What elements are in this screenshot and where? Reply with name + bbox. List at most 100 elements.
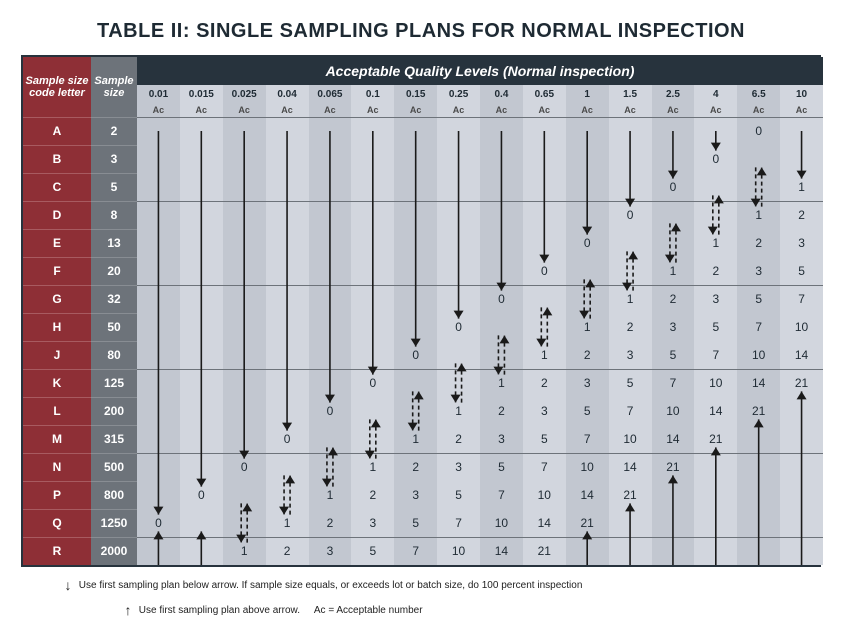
data-cell xyxy=(309,229,352,257)
data-cell: 10 xyxy=(480,509,523,537)
data-cell xyxy=(223,201,266,229)
data-cell: 5 xyxy=(780,257,823,285)
sample-size-cell: 20 xyxy=(91,257,137,285)
data-cell: 3 xyxy=(652,313,695,341)
data-cell xyxy=(394,257,437,285)
data-cell xyxy=(137,537,180,565)
aql-level: 0.25 xyxy=(437,85,480,103)
data-cell: 10 xyxy=(437,537,480,565)
data-cell xyxy=(652,537,695,565)
sample-size-cell: 2000 xyxy=(91,537,137,565)
data-cell: 3 xyxy=(694,285,737,313)
data-cell xyxy=(652,117,695,145)
aql-level: 0.04 xyxy=(266,85,309,103)
data-cell xyxy=(652,481,695,509)
data-cell xyxy=(694,509,737,537)
aql-level: 10 xyxy=(780,85,823,103)
ac-label: Ac xyxy=(609,103,652,117)
code-letter-cell: E xyxy=(23,229,91,257)
data-cell xyxy=(437,117,480,145)
data-cell: 21 xyxy=(652,453,695,481)
data-cell: 10 xyxy=(780,313,823,341)
data-cell: 21 xyxy=(780,369,823,397)
data-cell: 7 xyxy=(394,537,437,565)
data-cell xyxy=(180,425,223,453)
data-cell xyxy=(351,117,394,145)
data-cell xyxy=(394,285,437,313)
data-cell xyxy=(694,481,737,509)
data-cell: 21 xyxy=(694,425,737,453)
data-cell: 5 xyxy=(351,537,394,565)
data-cell: 2 xyxy=(480,397,523,425)
data-cell: 2 xyxy=(394,453,437,481)
ac-label: Ac xyxy=(780,103,823,117)
data-cell xyxy=(609,257,652,285)
data-cell: 2 xyxy=(737,229,780,257)
data-cell: 0 xyxy=(351,369,394,397)
data-cell xyxy=(351,313,394,341)
aql-header: Acceptable Quality Levels (Normal inspec… xyxy=(137,57,823,85)
data-cell xyxy=(694,201,737,229)
data-cell xyxy=(780,117,823,145)
data-cell: 2 xyxy=(566,341,609,369)
data-cell: 7 xyxy=(566,425,609,453)
down-arrow-icon: ↓ xyxy=(60,573,76,598)
data-cell: 14 xyxy=(480,537,523,565)
data-cell: 21 xyxy=(737,397,780,425)
data-cell xyxy=(437,229,480,257)
data-cell: 5 xyxy=(737,285,780,313)
data-cell xyxy=(780,453,823,481)
data-cell xyxy=(351,341,394,369)
data-cell xyxy=(223,313,266,341)
data-cell: 2 xyxy=(780,201,823,229)
data-cell xyxy=(137,229,180,257)
aql-level: 1.5 xyxy=(609,85,652,103)
data-cell: 0 xyxy=(223,453,266,481)
code-letter-cell: Q xyxy=(23,509,91,537)
data-cell: 1 xyxy=(737,201,780,229)
data-cell: 0 xyxy=(480,285,523,313)
data-cell: 5 xyxy=(694,313,737,341)
data-cell xyxy=(694,537,737,565)
data-cell xyxy=(180,313,223,341)
data-cell: 2 xyxy=(609,313,652,341)
data-cell xyxy=(394,201,437,229)
data-cell xyxy=(780,509,823,537)
data-cell xyxy=(480,145,523,173)
sample-size-cell: 200 xyxy=(91,397,137,425)
data-cell: 5 xyxy=(566,397,609,425)
data-cell: 7 xyxy=(737,313,780,341)
code-letter-cell: D xyxy=(23,201,91,229)
data-cell xyxy=(309,425,352,453)
data-cell xyxy=(694,173,737,201)
data-cell xyxy=(180,117,223,145)
code-letter-cell: B xyxy=(23,145,91,173)
sample-size-cell: 8 xyxy=(91,201,137,229)
data-cell xyxy=(437,173,480,201)
data-cell xyxy=(266,453,309,481)
data-cell xyxy=(223,481,266,509)
data-cell xyxy=(523,313,566,341)
code-letter-cell: P xyxy=(23,481,91,509)
aql-level: 0.01 xyxy=(137,85,180,103)
data-cell xyxy=(137,145,180,173)
legend-ac: Ac = Acceptable number xyxy=(314,605,423,616)
sample-size-cell: 3 xyxy=(91,145,137,173)
data-cell: 1 xyxy=(309,481,352,509)
data-cell xyxy=(394,117,437,145)
data-cell xyxy=(266,313,309,341)
data-cell xyxy=(566,285,609,313)
data-cell xyxy=(137,425,180,453)
data-cell: 5 xyxy=(480,453,523,481)
data-cell xyxy=(137,397,180,425)
sample-size-cell: 315 xyxy=(91,425,137,453)
data-cell: 14 xyxy=(523,509,566,537)
data-cell xyxy=(180,397,223,425)
data-cell xyxy=(180,537,223,565)
data-cell: 0 xyxy=(737,117,780,145)
sample-size-cell: 125 xyxy=(91,369,137,397)
data-cell: 7 xyxy=(652,369,695,397)
data-cell: 2 xyxy=(523,369,566,397)
data-cell xyxy=(223,173,266,201)
sampling-table: Sample size code letter Sample size Acce… xyxy=(23,57,823,565)
